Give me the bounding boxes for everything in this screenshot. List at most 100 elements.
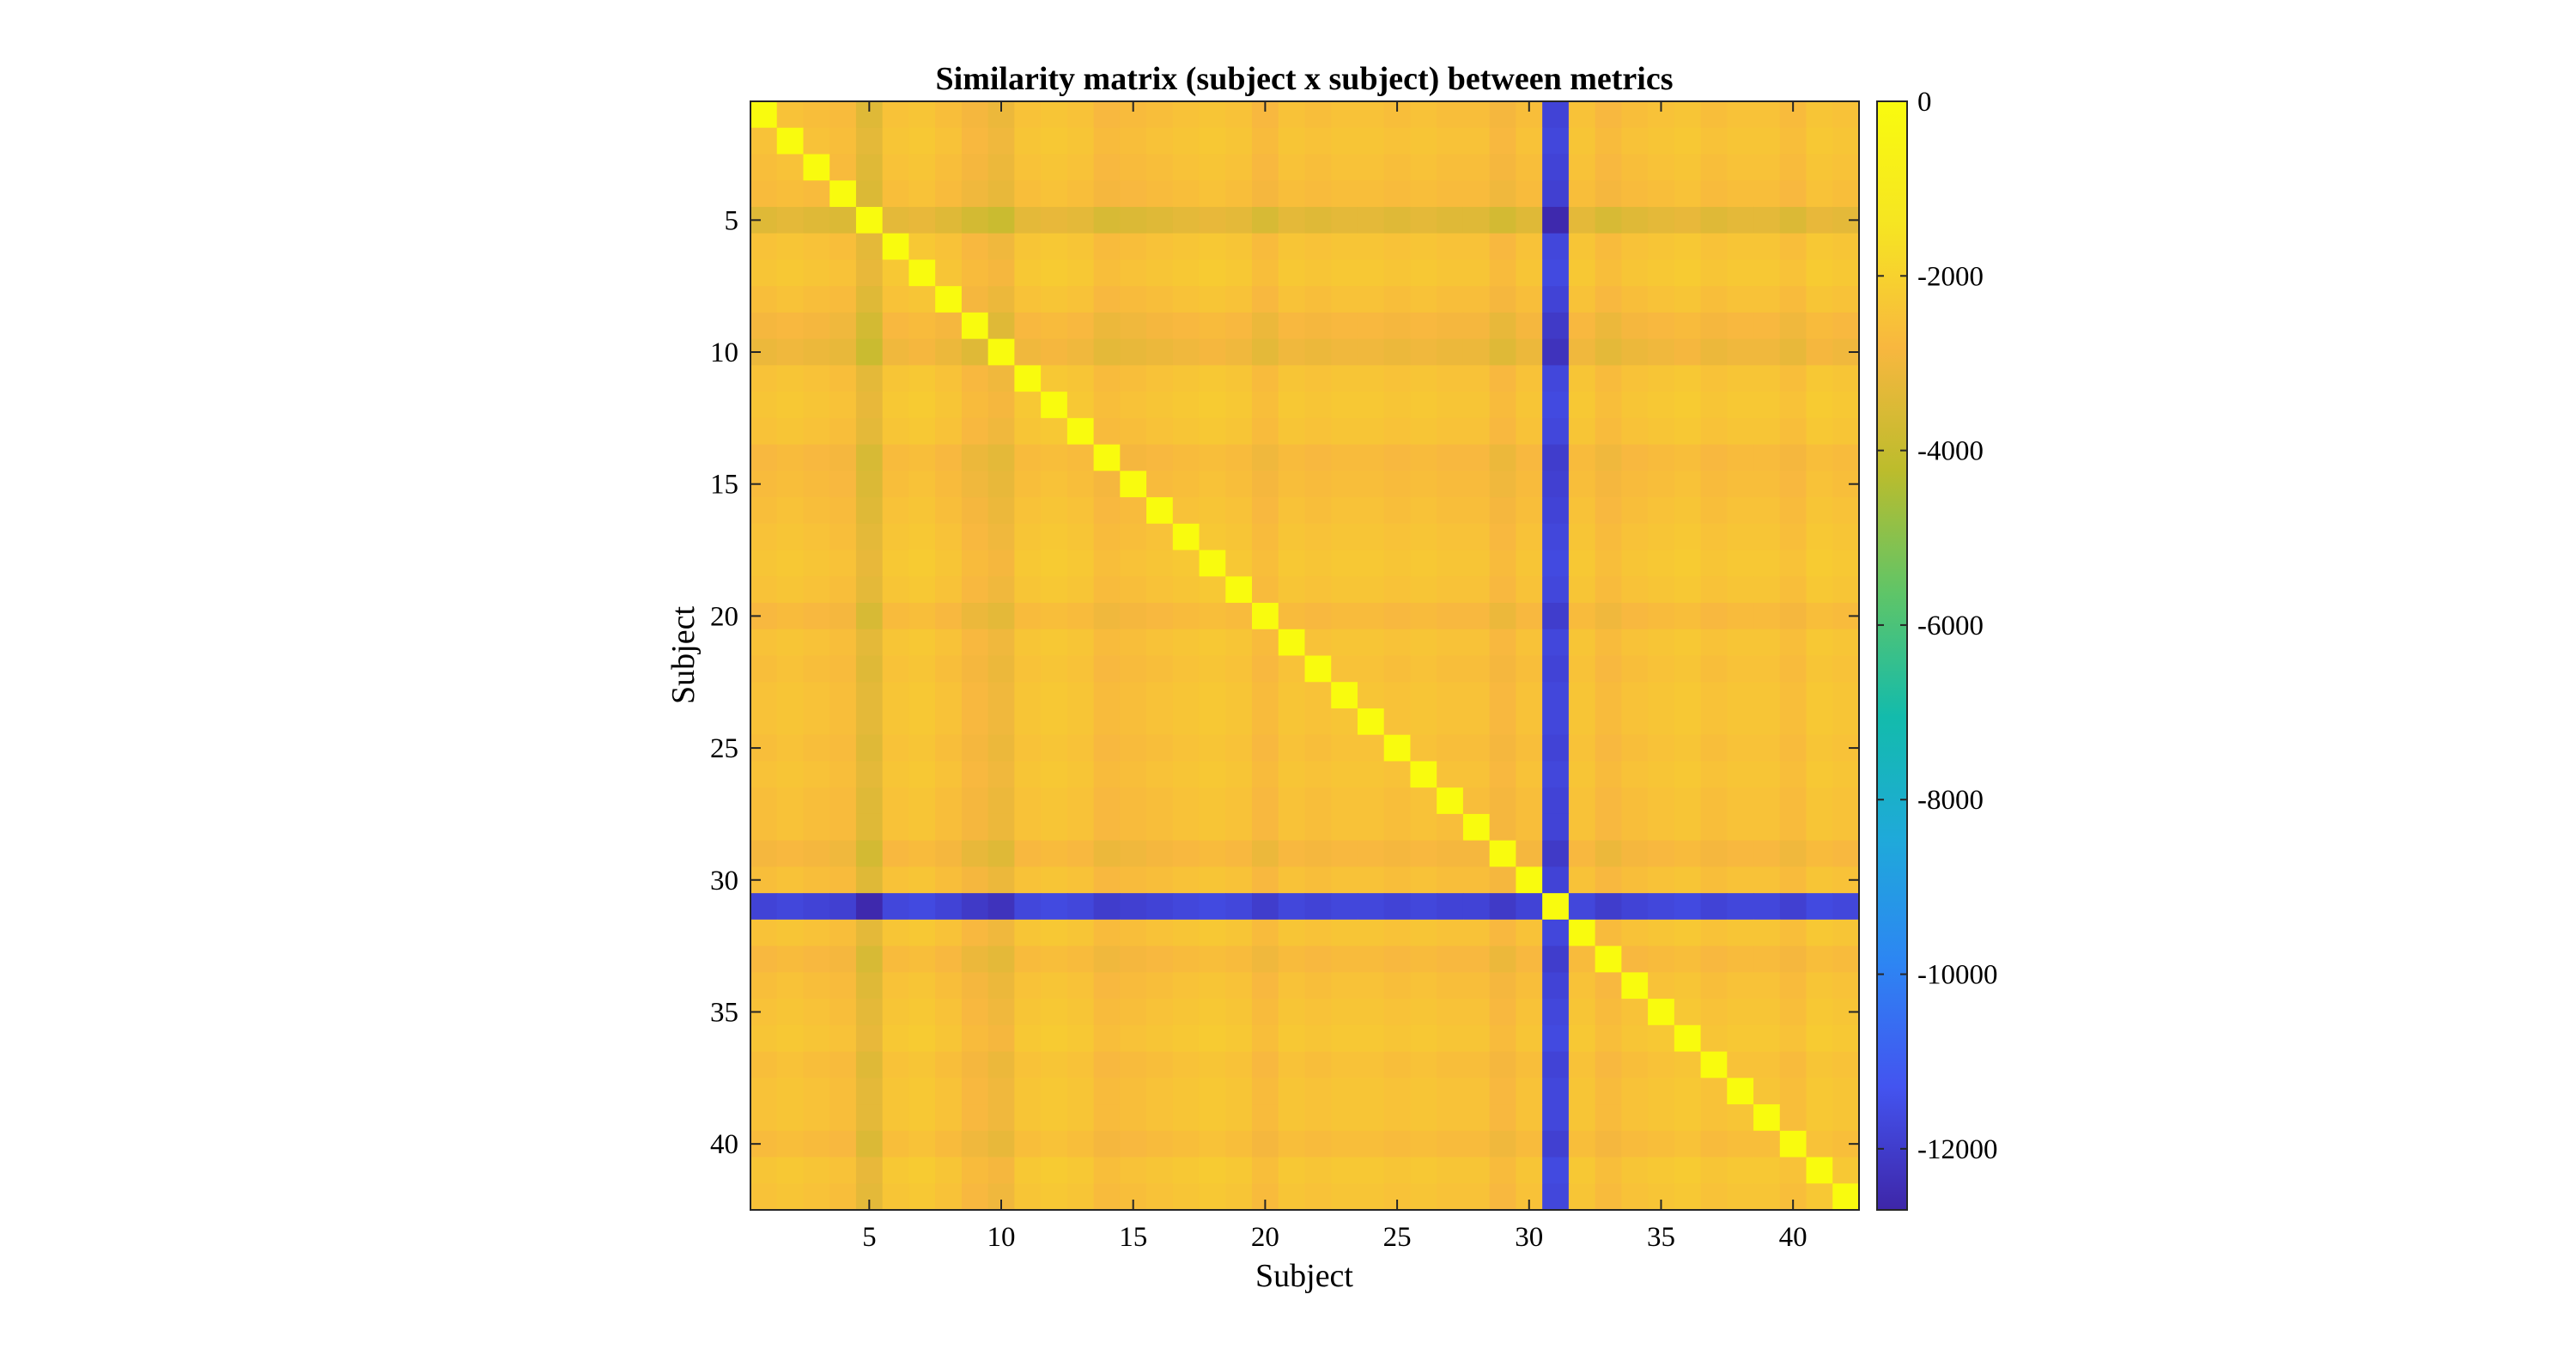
heatmap-cell: [1357, 999, 1385, 1026]
heatmap-cell: [1568, 576, 1596, 604]
heatmap-cell: [1700, 576, 1728, 604]
heatmap-cell: [1172, 629, 1200, 657]
heatmap-cell: [1383, 893, 1412, 921]
heatmap-cell: [1674, 286, 1702, 313]
heatmap-cell: [1727, 206, 1754, 234]
heatmap-cell: [1516, 471, 1543, 498]
heatmap-cell: [1383, 523, 1412, 551]
heatmap-cell: [1489, 999, 1517, 1026]
heatmap-cell: [1278, 840, 1306, 868]
y-tick-label: 5: [725, 205, 739, 236]
heatmap-cell: [1225, 893, 1253, 921]
heatmap-cell: [1648, 945, 1675, 973]
heatmap-cell: [1410, 603, 1437, 630]
heatmap-cell: [750, 840, 778, 868]
heatmap-cell: [1120, 312, 1147, 340]
heatmap-cell: [1252, 233, 1279, 261]
heatmap-cell: [855, 945, 884, 973]
heatmap-cell: [1410, 1104, 1437, 1132]
heatmap-cell: [1674, 1130, 1702, 1158]
heatmap-cell: [1489, 919, 1517, 947]
heatmap-cell: [908, 655, 936, 683]
heatmap-cell: [1410, 1078, 1437, 1105]
heatmap-cell: [935, 1130, 963, 1158]
heatmap-cell: [1041, 286, 1068, 313]
heatmap-cell: [1146, 761, 1174, 788]
heatmap-cell: [1410, 999, 1437, 1026]
heatmap-cell: [1225, 734, 1253, 763]
heatmap-cell: [855, 787, 884, 815]
heatmap-cell: [908, 603, 936, 630]
heatmap-cell: [829, 1183, 857, 1211]
heatmap-cell: [1648, 497, 1675, 525]
heatmap-cell: [1595, 365, 1622, 392]
heatmap-cell: [961, 999, 989, 1026]
heatmap-cell: [1278, 655, 1306, 683]
heatmap-cell: [1014, 206, 1042, 234]
heatmap-cell: [961, 312, 989, 340]
heatmap-cell: [1727, 813, 1754, 842]
heatmap-cell: [1462, 497, 1491, 525]
heatmap-cell: [1700, 497, 1728, 525]
heatmap-cell: [829, 945, 857, 973]
heatmap-cell: [855, 761, 884, 788]
heatmap-cell: [1648, 154, 1675, 181]
heatmap-cell: [1753, 101, 1781, 129]
heatmap-cell: [1331, 180, 1358, 208]
heatmap-cell: [1648, 787, 1675, 815]
heatmap-cell: [1832, 550, 1860, 577]
heatmap-cell: [1146, 576, 1174, 604]
heatmap-cell: [1462, 866, 1491, 894]
heatmap-cell: [1331, 813, 1358, 842]
heatmap-cell: [1172, 999, 1200, 1026]
heatmap-cell: [1172, 1130, 1200, 1158]
heatmap-cell: [1727, 655, 1754, 683]
heatmap-cell: [1172, 180, 1200, 208]
heatmap-cell: [1595, 866, 1622, 894]
heatmap-cell: [1225, 338, 1253, 366]
heatmap-cell: [1304, 999, 1332, 1026]
heatmap-cell: [935, 392, 963, 419]
heatmap-cell: [1199, 945, 1226, 973]
heatmap-cell: [1410, 1051, 1437, 1079]
heatmap-cell: [803, 471, 830, 498]
heatmap-cell: [1093, 180, 1121, 208]
heatmap-cell: [987, 576, 1015, 604]
heatmap-cell: [1779, 629, 1807, 657]
heatmap-cell: [1357, 576, 1385, 604]
heatmap-cell: [750, 154, 778, 181]
heatmap-cell: [1331, 734, 1358, 763]
heatmap-cell: [1568, 761, 1596, 788]
heatmap-cell: [1542, 761, 1570, 788]
heatmap-cell: [1014, 866, 1042, 894]
heatmap-cell: [1093, 813, 1121, 842]
heatmap-cell: [1172, 866, 1200, 894]
heatmap-cell: [1437, 1024, 1464, 1053]
heatmap-cell: [1542, 154, 1570, 181]
heatmap-cell: [803, 180, 830, 208]
heatmap-cell: [1146, 813, 1174, 842]
heatmap-cell: [961, 655, 989, 683]
heatmap-cell: [987, 233, 1015, 261]
heatmap-cell: [1648, 682, 1675, 709]
heatmap-cell: [829, 840, 857, 868]
heatmap-cell: [1225, 866, 1253, 894]
heatmap-cell: [1489, 893, 1517, 921]
heatmap-cell: [1568, 338, 1596, 366]
heatmap-cell: [750, 286, 778, 313]
heatmap-cell: [935, 365, 963, 392]
heatmap-cell: [1066, 180, 1095, 208]
heatmap-cell: [1304, 1078, 1332, 1105]
heatmap-cell: [908, 972, 936, 1000]
heatmap-cell: [1066, 523, 1095, 551]
heatmap-cell: [803, 972, 830, 1000]
heatmap-cell: [1146, 154, 1174, 181]
heatmap-cell: [1225, 708, 1253, 736]
heatmap-cell: [987, 417, 1015, 446]
heatmap-cell: [750, 101, 778, 129]
heatmap-cell: [1568, 233, 1596, 261]
heatmap-cell: [1172, 523, 1200, 551]
heatmap-cell: [1014, 655, 1042, 683]
heatmap-cell: [1595, 682, 1622, 709]
heatmap-cell: [1779, 550, 1807, 577]
